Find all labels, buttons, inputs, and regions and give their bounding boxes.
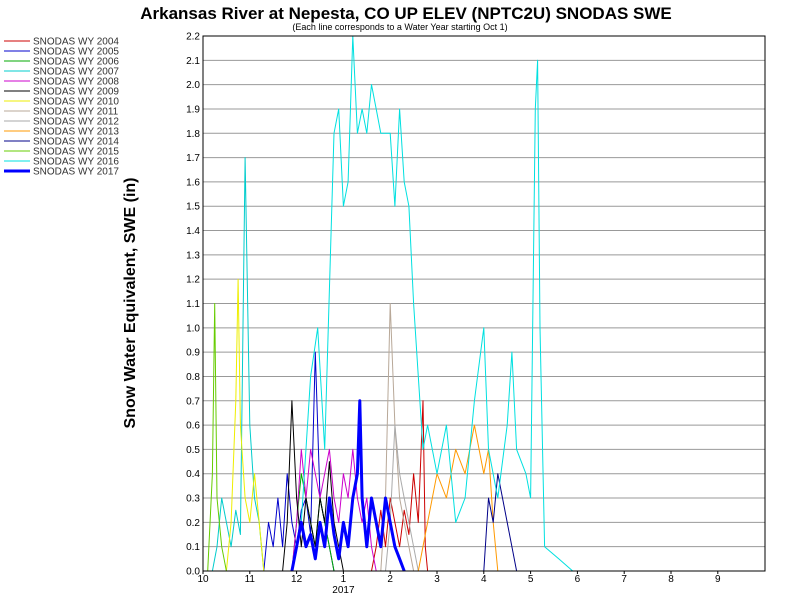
legend-label: SNODAS WY 2017 xyxy=(33,167,119,178)
y-tick-label: 1.8 xyxy=(186,129,200,140)
y-tick-label: 0.5 xyxy=(186,445,200,456)
legend-label: SNODAS WY 2012 xyxy=(33,117,119,128)
series-line-9 xyxy=(417,424,499,572)
legend-label: SNODAS WY 2015 xyxy=(33,147,119,158)
x-tick-label: 1 xyxy=(341,574,347,585)
series-line-7 xyxy=(380,303,415,572)
x-tick-label: 5 xyxy=(528,574,534,585)
x-tick-label: 10 xyxy=(197,574,209,585)
series-line-0 xyxy=(371,400,429,572)
x-tick-label: 9 xyxy=(715,574,721,585)
y-tick-label: 0.4 xyxy=(186,469,200,480)
series-line-12 xyxy=(291,35,574,572)
series-layer xyxy=(207,35,574,572)
series-line-3 xyxy=(211,157,265,572)
legend-label: SNODAS WY 2009 xyxy=(33,87,119,98)
y-tick-label: 0.8 xyxy=(186,372,200,383)
y-tick-label: 1.0 xyxy=(186,323,200,334)
x-tick-label: 11 xyxy=(245,574,256,585)
series-line-6 xyxy=(225,278,265,572)
legend-label: SNODAS WY 2016 xyxy=(33,157,119,168)
x-tick-label: 12 xyxy=(291,574,303,585)
x-tick-label: 7 xyxy=(621,574,627,585)
legend-label: SNODAS WY 2008 xyxy=(33,77,119,88)
y-tick-label: 0.1 xyxy=(186,542,200,553)
chart-subtitle: (Each line corresponds to a Water Year s… xyxy=(292,22,507,32)
legend-label: SNODAS WY 2004 xyxy=(33,37,119,48)
series-line-10 xyxy=(483,473,518,572)
x-tick-label: 6 xyxy=(575,574,581,585)
y-tick-label: 1.4 xyxy=(186,226,200,237)
x-tick-label: 8 xyxy=(668,574,674,585)
series-line-13 xyxy=(290,399,406,572)
y-tick-label: 1.3 xyxy=(186,250,200,261)
y-tick-label: 0.7 xyxy=(186,396,200,407)
x-year-label: 2017 xyxy=(332,585,355,596)
y-tick-label: 2.1 xyxy=(186,56,200,67)
y-tick-label: 1.7 xyxy=(186,153,200,164)
x-tick-label: 2 xyxy=(387,574,393,585)
x-tick-label: 3 xyxy=(434,574,440,585)
y-axis: 0.0 0.1 0.2 0.3 0.4 0.5 0.6 0.7 0.8 0.9 1.0 1.1 1.2 1… xyxy=(186,32,200,578)
y-tick-label: 0.9 xyxy=(186,348,200,359)
chart-title: Arkansas River at Nepesta, CO UP ELEV (N… xyxy=(140,4,672,23)
x-tick-label: 4 xyxy=(481,574,487,585)
legend-label: SNODAS WY 2010 xyxy=(33,97,119,108)
y-tick-label: 2.2 xyxy=(186,32,200,43)
y-tick-label: 1.2 xyxy=(186,275,200,286)
y-tick-label: 1.9 xyxy=(186,104,200,115)
y-tick-label: 0.0 xyxy=(186,567,200,578)
legend-label: SNODAS WY 2014 xyxy=(33,137,119,148)
legend-label: SNODAS WY 2007 xyxy=(33,67,119,78)
y-tick-label: 1.1 xyxy=(186,299,200,310)
legend-label: SNODAS WY 2013 xyxy=(33,127,119,138)
y-tick-label: 2.0 xyxy=(186,80,200,91)
series-line-5 xyxy=(282,400,344,572)
legend-label: SNODAS WY 2011 xyxy=(33,107,119,118)
series-line-8 xyxy=(385,424,419,572)
legend-label: SNODAS WY 2006 xyxy=(33,57,119,68)
y-tick-label: 0.3 xyxy=(186,494,200,505)
y-tick-label: 0.6 xyxy=(186,421,200,432)
y-tick-label: 1.6 xyxy=(186,177,200,188)
y-axis-label: Snow Water Equivalent, SWE (in) xyxy=(122,178,139,429)
series-line-11 xyxy=(207,303,227,572)
y-tick-label: 0.2 xyxy=(186,518,200,529)
y-tick-label: 1.5 xyxy=(186,202,200,213)
grid xyxy=(203,35,765,572)
legend-label: SNODAS WY 2005 xyxy=(33,47,119,58)
